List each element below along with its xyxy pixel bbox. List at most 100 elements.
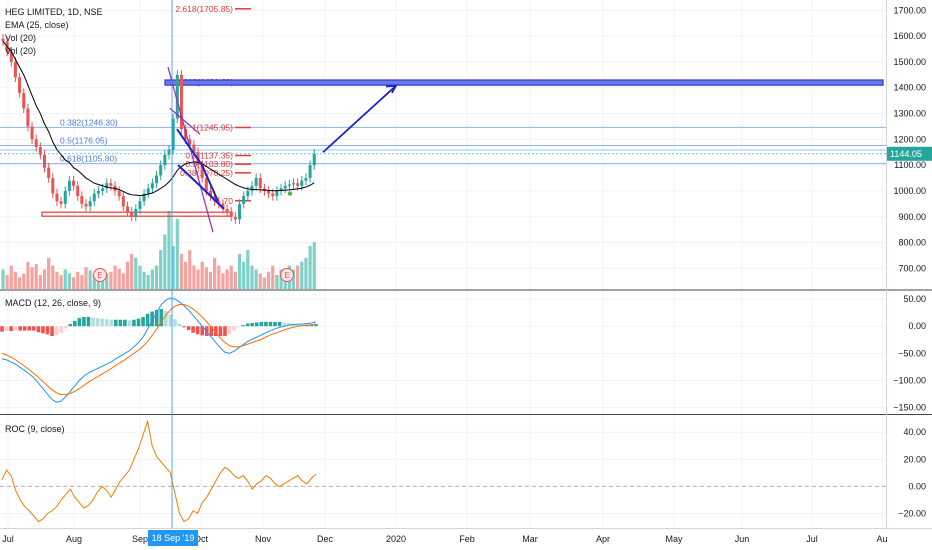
macd-histogram-bar	[159, 308, 164, 327]
macd-histogram-bar	[36, 326, 41, 333]
macd-histogram-bar	[22, 326, 27, 331]
volume-bar	[291, 269, 296, 289]
macd-histogram-bar	[54, 326, 59, 336]
macd-histogram-bar	[100, 318, 104, 327]
macd-histogram-bar	[191, 326, 195, 333]
macd-histogram-bar	[27, 326, 32, 331]
volume-bar	[51, 265, 55, 289]
macd-histogram-bar	[86, 317, 91, 327]
macd-histogram-bar	[113, 319, 118, 327]
macd-histogram-bar	[223, 326, 227, 337]
candle-body	[225, 209, 229, 212]
volume-bar	[246, 250, 250, 289]
candle-body	[84, 203, 88, 207]
macd-histogram-bar	[127, 320, 132, 327]
macd-histogram-bar	[154, 309, 159, 327]
candle-body	[304, 178, 308, 181]
fib-label: 0.5(1103.80)	[185, 159, 233, 169]
candle-body	[47, 167, 51, 179]
price-axis-tick-label: 1300.00	[893, 109, 926, 119]
volume-bar	[1, 269, 5, 289]
candle-body	[126, 206, 129, 212]
macd-histogram-bar	[4, 326, 9, 332]
macd-histogram-bar	[264, 321, 268, 327]
macd-histogram-bar	[232, 326, 236, 331]
volume-bar	[47, 257, 51, 289]
macd-histogram-bar	[132, 319, 136, 327]
candle-body	[254, 178, 258, 186]
macd-histogram-bar	[91, 317, 95, 327]
candle-body	[117, 190, 121, 197]
volume-label-2[interactable]: Vol (20)	[5, 46, 37, 56]
volume-bar	[237, 253, 242, 289]
volume-bar	[63, 269, 67, 289]
macd-histogram-bar	[13, 326, 18, 331]
roc-axis-tick-label: 40.00	[903, 427, 926, 437]
candle-body	[300, 180, 304, 186]
macd-histogram-bar	[236, 326, 241, 328]
macd-histogram-bar	[186, 326, 191, 331]
grid-lines	[0, 0, 886, 527]
macd-label[interactable]: MACD (12, 26, close, 9)	[5, 298, 102, 308]
time-axis-label: Nov	[255, 534, 272, 544]
ema-label[interactable]: EMA (25, close)	[5, 20, 69, 30]
candle-body	[55, 193, 59, 202]
volume-bar	[271, 265, 275, 289]
volume-bar	[42, 269, 47, 289]
candle-body	[167, 149, 171, 155]
volume-bar	[130, 253, 134, 289]
candle-body	[184, 129, 188, 140]
roc-label[interactable]: ROC (9, close)	[5, 424, 65, 434]
volume-bar	[221, 273, 225, 289]
symbol-label[interactable]: HEG LIMITED, 1D, NSE	[5, 7, 103, 17]
crosshair-date-label: 18 Sep '19	[152, 533, 195, 543]
volume-bar	[188, 250, 192, 289]
volume-bar	[105, 273, 109, 289]
volume-bar	[26, 261, 30, 289]
candle-body	[229, 211, 233, 217]
fib-label: .70	[221, 196, 233, 206]
candle-body	[262, 188, 266, 191]
volume-bar	[279, 269, 283, 289]
macd-histogram-bar	[68, 324, 73, 327]
candle-body	[105, 183, 109, 189]
volume-label-1[interactable]: Vol (20)	[5, 33, 37, 43]
volume-bar	[146, 274, 150, 289]
candle-body	[192, 144, 196, 153]
time-axis-label: Sep	[132, 534, 148, 544]
volume-bar	[308, 246, 312, 289]
fib-label: 0.618(1105.80)	[60, 154, 117, 164]
roc-axis-tick-label: 20.00	[903, 454, 926, 464]
macd-pane	[0, 297, 318, 403]
macd-histogram-bar	[277, 321, 282, 327]
volume-bar	[134, 257, 138, 289]
legend: HEG LIMITED, 1D, NSE EMA (25, close) Vol…	[5, 6, 103, 58]
target-zone	[164, 79, 884, 86]
macd-histogram-bar	[95, 318, 100, 327]
macd-histogram-bar	[0, 326, 4, 332]
volume-bar	[167, 211, 171, 289]
time-axis-label: May	[665, 534, 683, 544]
volume-bar	[233, 271, 237, 289]
candle-body	[179, 74, 183, 130]
volume-bar	[113, 265, 117, 289]
volume-bar	[184, 261, 188, 289]
candle-body	[109, 183, 113, 186]
crosshair-date-box	[148, 530, 198, 546]
candle-body	[209, 190, 212, 197]
earnings-marker	[280, 268, 294, 282]
candle-body	[312, 153, 316, 166]
candle-body	[76, 185, 80, 197]
candle-body	[18, 77, 22, 93]
candle-body	[43, 154, 46, 168]
volume-bar	[275, 274, 279, 289]
macd-histogram-bar	[259, 321, 264, 327]
candle-body	[258, 178, 262, 189]
volume-bar	[84, 267, 88, 289]
volume-bar	[30, 267, 34, 289]
volume-bar	[71, 277, 76, 289]
volume-bar	[18, 277, 22, 289]
